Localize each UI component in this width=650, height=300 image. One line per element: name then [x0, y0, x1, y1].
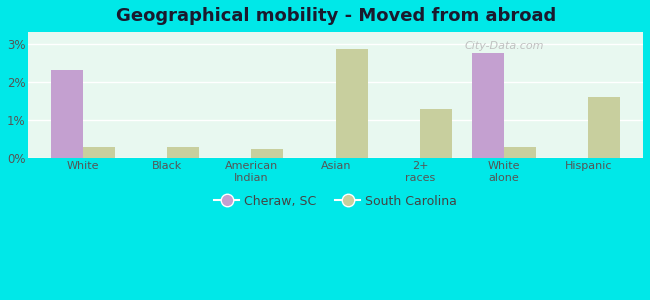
Bar [51, 70, 83, 158]
Bar [472, 53, 504, 158]
Title: Geographical mobility - Moved from abroad: Geographical mobility - Moved from abroa… [116, 7, 556, 25]
Bar [83, 147, 115, 158]
Bar [167, 147, 200, 158]
Bar [588, 97, 620, 158]
Bar [420, 109, 452, 158]
Bar [252, 149, 283, 158]
Bar [504, 147, 536, 158]
Text: City-Data.com: City-Data.com [465, 41, 544, 51]
Bar [335, 49, 368, 158]
Legend: Cheraw, SC, South Carolina: Cheraw, SC, South Carolina [209, 190, 462, 213]
